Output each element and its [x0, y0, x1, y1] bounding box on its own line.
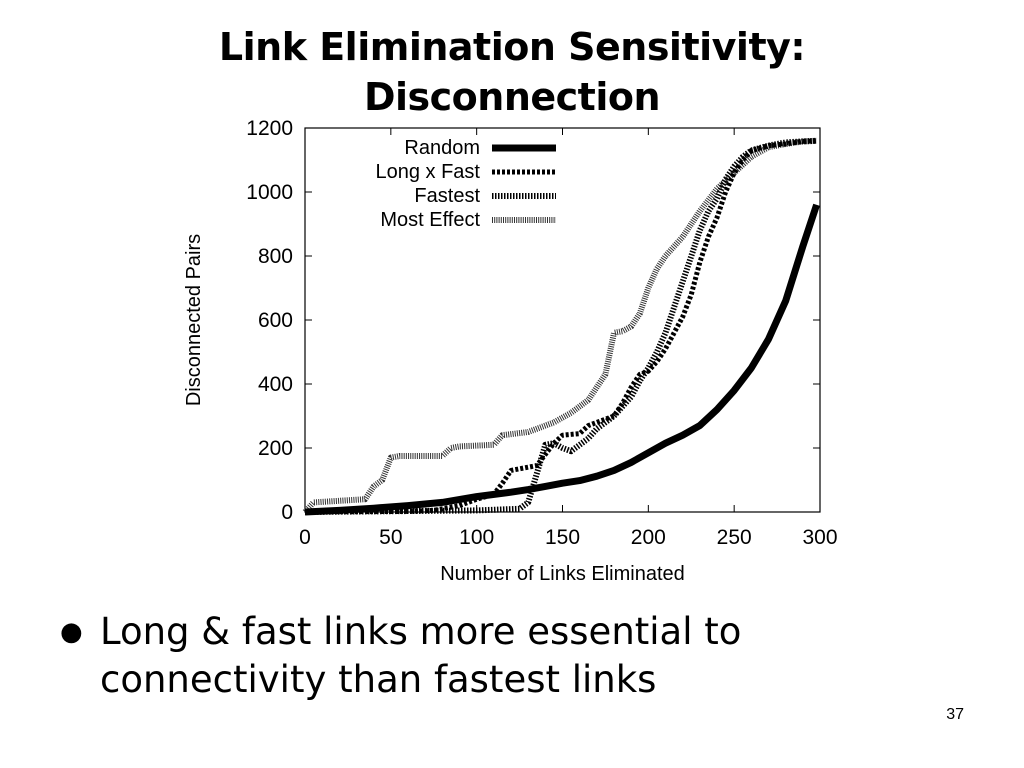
series-line-long-x-fast — [304, 138, 817, 515]
x-tick-label: 50 — [379, 526, 402, 549]
x-axis-label: Number of Links Eliminated — [440, 563, 685, 585]
y-tick-label: 400 — [258, 373, 293, 396]
y-tick-label: 1000 — [246, 181, 293, 204]
legend-label-long-x-fast: Long x Fast — [375, 161, 480, 183]
y-tick-label: 200 — [258, 437, 293, 460]
slide-title: Link Elimination Sensitivity: Disconnect… — [112, 22, 912, 122]
series-line-fastest — [304, 137, 817, 515]
bullet-text: Long & fast links more essential to conn… — [100, 610, 742, 701]
x-tick-label: 0 — [299, 526, 311, 549]
y-tick-label: 600 — [258, 309, 293, 332]
bullet-dot-icon: ● — [60, 617, 83, 647]
series-line-most-effect — [302, 137, 817, 515]
y-tick-label: 800 — [258, 245, 293, 268]
page-number: 37 — [946, 706, 964, 723]
y-tick-label: 1200 — [246, 117, 293, 140]
x-tick-label: 100 — [459, 526, 494, 549]
y-axis-label: Disconnected Pairs — [183, 234, 205, 406]
y-tick-label: 0 — [281, 501, 293, 524]
legend-label-fastest: Fastest — [414, 185, 480, 207]
x-tick-label: 250 — [717, 526, 752, 549]
slide-title-line2: Disconnection — [363, 75, 661, 119]
x-tick-label: 300 — [802, 526, 837, 549]
series-line-random — [304, 203, 820, 516]
legend-label-most-effect: Most Effect — [380, 209, 480, 231]
legend-label-random: Random — [404, 137, 480, 159]
slide-title-line1: Link Elimination Sensitivity: — [218, 25, 806, 69]
x-tick-label: 150 — [545, 526, 580, 549]
x-tick-label: 200 — [631, 526, 666, 549]
plot-frame — [304, 127, 821, 513]
